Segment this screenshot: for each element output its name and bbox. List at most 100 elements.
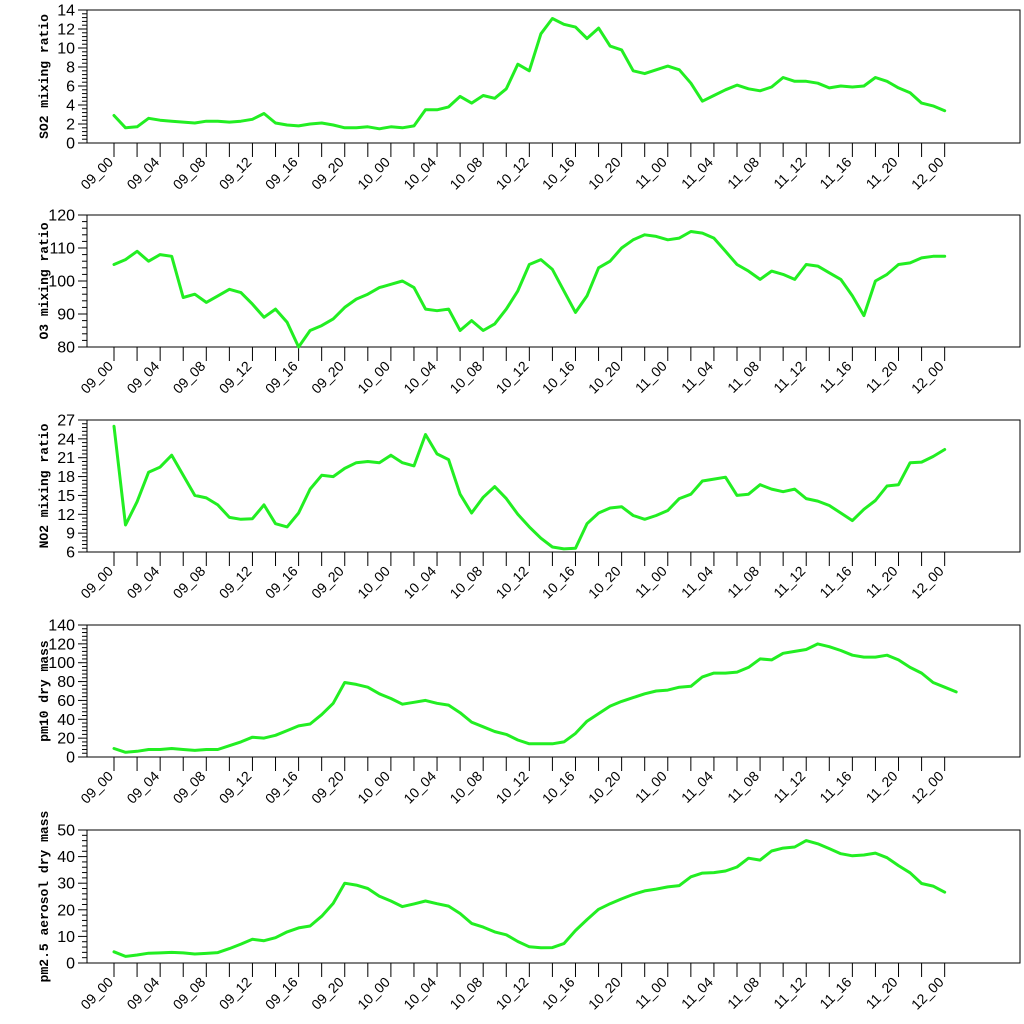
xtick-label: 12_00 — [908, 768, 947, 807]
xtick-label: 10_20 — [585, 154, 624, 193]
xtick-label: 10_08 — [446, 563, 485, 602]
xtick-label: 09_12 — [216, 974, 255, 1013]
xtick-label: 10_20 — [585, 563, 624, 602]
ytick-label: 6 — [66, 79, 75, 96]
ytick-label: 30 — [57, 876, 75, 893]
xtick-label: 11_08 — [724, 154, 762, 192]
plot-frame — [86, 214, 1021, 348]
ytick-label: 0 — [66, 136, 75, 153]
xtick-label: 09_20 — [308, 974, 347, 1013]
series-line — [112, 424, 947, 551]
xtick-label: 12_00 — [908, 974, 947, 1013]
xtick-label: 09_04 — [123, 768, 162, 807]
ytick-label: 27 — [57, 413, 75, 430]
ytick-label: 14 — [57, 3, 75, 20]
xtick-label: 09_08 — [170, 974, 209, 1013]
xtick-label: 10_04 — [400, 768, 439, 807]
xtick-label: 10_00 — [354, 563, 393, 602]
y-axis-label: pm2.5 aerosol dry mass — [37, 810, 52, 982]
xtick-label: 11_04 — [678, 154, 716, 192]
xtick-label: 11_16 — [816, 154, 854, 192]
plot-frame — [86, 624, 1021, 758]
ytick-label: 40 — [57, 849, 75, 866]
xtick-label: 10_16 — [539, 768, 578, 807]
xtick-label: 11_04 — [678, 974, 716, 1012]
ytick-label: 21 — [57, 450, 75, 467]
xtick-label: 10_04 — [400, 974, 439, 1013]
xtick-label: 09_12 — [216, 563, 255, 602]
ytick-label: 20 — [57, 902, 75, 919]
xtick-label: 09_16 — [262, 768, 301, 807]
chart-panel-5: 0 10 20 30 40 50 09_00 09_04 09_08 09_12 09_16 09_2… — [37, 810, 1021, 1013]
xtick-label: 09_16 — [262, 974, 301, 1013]
xtick-label: 11_16 — [816, 358, 854, 396]
xtick-label: 11_00 — [632, 768, 670, 806]
xtick-label: 10_20 — [585, 974, 624, 1013]
xtick-label: 09_00 — [77, 974, 116, 1013]
xtick-label: 11_12 — [770, 358, 808, 396]
ytick-label: 60 — [57, 693, 75, 710]
chart-panel-1: 0 2 4 6 8 10 12 14 09_00 09_04 09_08 09_12 09_16 09_2… — [37, 3, 1021, 193]
y-axis-label: SO2 mixing ratio — [37, 14, 52, 139]
series-line — [112, 642, 958, 754]
xtick-label: 09_08 — [170, 768, 209, 807]
series-line — [112, 230, 947, 349]
xtick-label: 10_12 — [493, 563, 532, 602]
xtick-label: 11_00 — [632, 974, 670, 1012]
ytick-label: 4 — [66, 98, 75, 115]
ytick-label: 12 — [57, 22, 75, 39]
xtick-label: 11_12 — [770, 154, 808, 192]
series-line — [112, 17, 947, 131]
xtick-label: 09_12 — [216, 768, 255, 807]
xtick-label: 09_08 — [170, 358, 209, 397]
xtick-label: 11_12 — [770, 563, 808, 601]
xtick-label: 09_16 — [262, 358, 301, 397]
ytick-label: 50 — [57, 823, 75, 840]
xtick-label: 11_20 — [863, 974, 901, 1012]
xtick-label: 11_08 — [724, 768, 762, 806]
xtick-label: 09_20 — [308, 563, 347, 602]
ytick-label: 0 — [66, 956, 75, 973]
xtick-label: 11_16 — [816, 563, 854, 601]
y-axis-label: NO2 mixing ratio — [37, 423, 52, 548]
xtick-label: 10_16 — [539, 563, 578, 602]
xtick-label: 11_08 — [724, 563, 762, 601]
ytick-label: 80 — [57, 674, 75, 691]
ytick-label: 6 — [66, 545, 75, 562]
xtick-label: 09_04 — [123, 563, 162, 602]
xtick-label: 10_12 — [493, 974, 532, 1013]
ytick-label: 40 — [57, 712, 75, 729]
xtick-label: 09_00 — [77, 563, 116, 602]
ytick-label: 12 — [57, 507, 75, 524]
plot-frame — [86, 9, 1021, 144]
xtick-label: 09_20 — [308, 768, 347, 807]
xtick-label: 10_00 — [354, 358, 393, 397]
xtick-label: 11_00 — [632, 358, 670, 396]
xtick-label: 11_20 — [863, 358, 901, 396]
ytick-label: 15 — [57, 488, 75, 505]
xtick-label: 10_12 — [493, 358, 532, 397]
xtick-label: 09_00 — [77, 154, 116, 193]
xtick-label: 09_12 — [216, 154, 255, 193]
xtick-label: 10_00 — [354, 768, 393, 807]
ytick-label: 24 — [57, 431, 75, 448]
ytick-label: 9 — [66, 526, 75, 543]
ytick-label: 110 — [49, 241, 75, 258]
xtick-label: 10_00 — [354, 154, 393, 193]
xtick-label: 09_08 — [170, 154, 209, 193]
xtick-label: 10_04 — [400, 563, 439, 602]
xtick-label: 10_08 — [446, 358, 485, 397]
xtick-label: 10_20 — [585, 768, 624, 807]
xtick-label: 09_08 — [170, 563, 209, 602]
xtick-label: 11_16 — [816, 768, 854, 806]
ytick-label: 90 — [57, 307, 75, 324]
xtick-label: 09_20 — [308, 358, 347, 397]
ytick-label: 80 — [57, 340, 75, 357]
xtick-label: 11_20 — [863, 154, 901, 192]
xtick-label: 12_00 — [908, 154, 947, 193]
xtick-label: 11_12 — [770, 974, 808, 1012]
ytick-label: 8 — [66, 60, 75, 77]
